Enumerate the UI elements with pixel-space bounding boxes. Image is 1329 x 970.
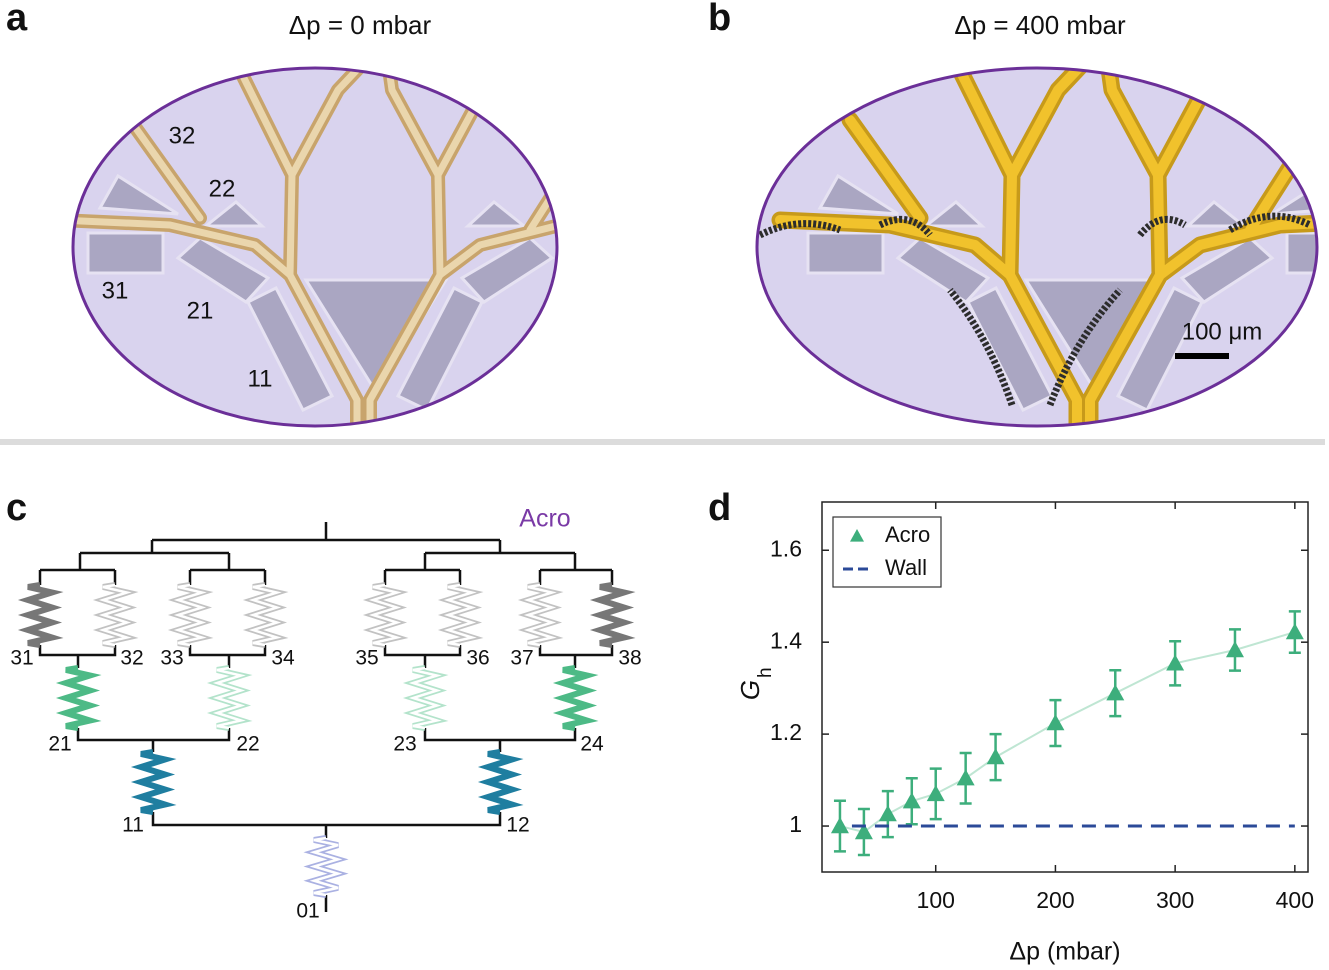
spring-inner [309, 836, 343, 897]
spring [17, 582, 64, 648]
node-label: 23 [393, 733, 416, 756]
node-label: 36 [466, 647, 489, 670]
data-point [854, 823, 873, 840]
node-label: 22 [236, 733, 259, 756]
spring-inner [443, 583, 477, 647]
spring-inner [248, 583, 282, 647]
data-point [902, 792, 921, 809]
x-tick-label: 400 [1276, 887, 1314, 913]
x-tick-label: 300 [1156, 887, 1194, 913]
chip-image [758, 68, 1317, 426]
plot-frame [821, 501, 1309, 873]
legend-box [832, 516, 942, 588]
spring [55, 665, 102, 731]
chamber-label: 32 [169, 122, 196, 149]
spring-inner [523, 583, 557, 647]
legend-label: Wall [885, 555, 927, 580]
spring-inner [173, 583, 207, 647]
spring-inner [212, 666, 246, 730]
chamber-label: 22 [209, 175, 236, 202]
data-point [926, 784, 945, 802]
node-labels: 31 32 33 34 35 36 37 38 21 22 23 24 11 12 01 [10, 647, 641, 923]
node-label: 24 [580, 733, 604, 756]
spring-inner [98, 583, 132, 647]
chamber-label: 31 [102, 277, 129, 304]
data-point [986, 748, 1005, 765]
panel-letter: b [708, 0, 731, 39]
data-point [956, 769, 975, 786]
network-label: Acro [519, 505, 570, 533]
y-tick-label: 1.6 [770, 535, 802, 561]
springs [17, 582, 636, 898]
x-tick-label: 200 [1036, 887, 1074, 913]
chamber-label: 11 [248, 365, 273, 392]
spring [552, 665, 599, 731]
data-point [1106, 684, 1125, 701]
y-tick-label: 1 [789, 811, 802, 837]
spring [130, 749, 177, 815]
node-label: 12 [506, 814, 529, 837]
panel-letter: a [6, 0, 28, 39]
x-axis-label: Δp (mbar) [1009, 938, 1120, 966]
x-tick-label: 100 [917, 887, 955, 913]
node-label: 01 [296, 900, 319, 923]
spring [477, 749, 524, 815]
chamber-label: 21 [187, 297, 214, 324]
chip-outline [71, 66, 559, 428]
spring-inner [408, 666, 442, 730]
panel-letter: d [708, 487, 731, 529]
y-axis-label-sub: h [755, 667, 776, 678]
legend-symbol [850, 529, 864, 542]
panel-letter: c [6, 487, 27, 529]
node-label: 34 [271, 647, 295, 670]
node-label: 32 [120, 647, 143, 670]
y-tick-label: 1.2 [770, 719, 802, 745]
chip-outline [755, 66, 1319, 428]
node-label: 31 [10, 647, 33, 670]
data-point [1225, 641, 1244, 658]
node-label: 33 [160, 647, 183, 670]
data-point [878, 805, 897, 822]
node-label: 11 [122, 814, 144, 837]
data-point [830, 817, 849, 834]
data-point [1046, 714, 1065, 731]
y-tick-label: 1.4 [770, 627, 802, 653]
y-axis-label: G h [735, 667, 776, 700]
spring [589, 582, 636, 648]
chart: Δp (mbar) G h 100 200 300 400 1 1.2 1.4 1.6 Acro… [735, 501, 1314, 966]
legend-label: Acro [885, 522, 930, 547]
panel-title: Δp = 400 mbar [954, 10, 1126, 40]
scale-bar-label: 100 μm [1182, 318, 1263, 345]
network-wires [38, 522, 614, 912]
node-label: 37 [510, 647, 533, 670]
data-point [1285, 623, 1304, 640]
node-label: 35 [355, 647, 378, 670]
data-point [1166, 654, 1185, 671]
spring-inner [368, 583, 402, 647]
node-label: 38 [618, 647, 641, 670]
y-axis-label-main: G [735, 680, 765, 700]
node-label: 21 [48, 733, 71, 756]
panel-title: Δp = 0 mbar [289, 10, 432, 40]
